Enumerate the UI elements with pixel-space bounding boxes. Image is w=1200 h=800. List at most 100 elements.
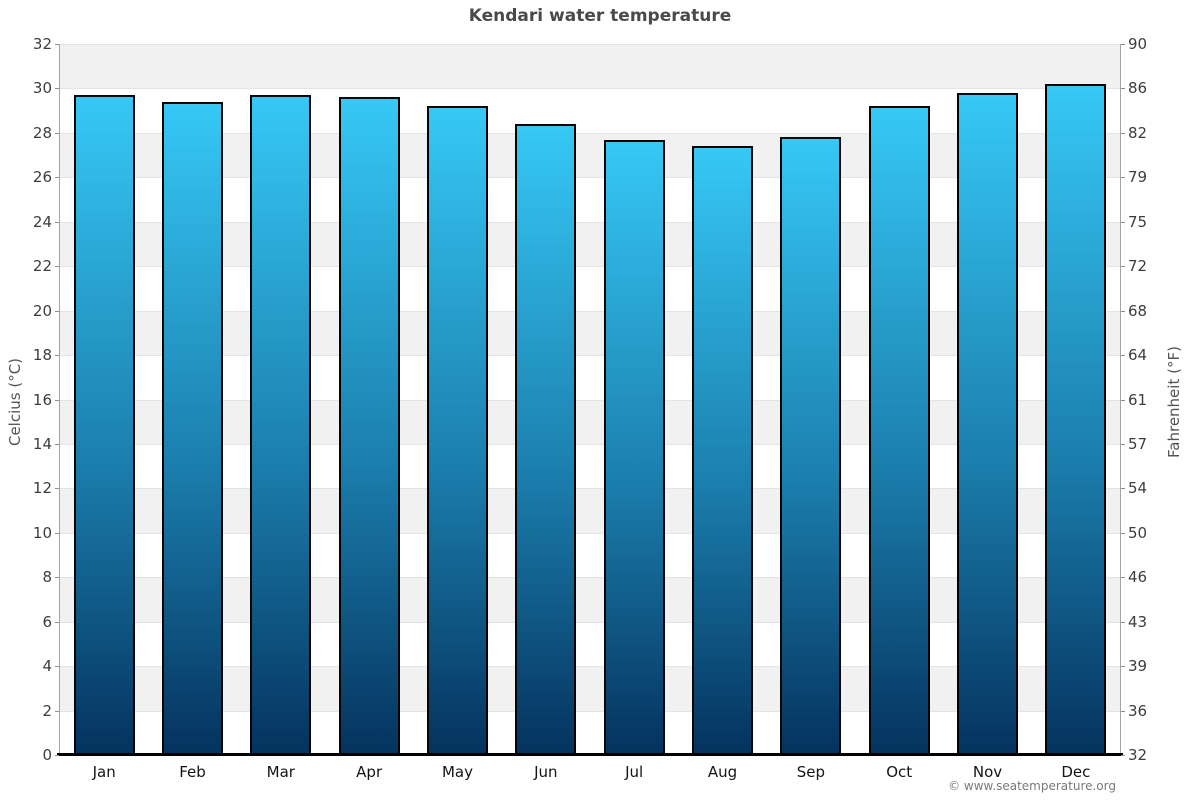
y-tick-mark-right-86 bbox=[1121, 88, 1125, 90]
y-tick-right-72: 72 bbox=[1128, 257, 1148, 276]
y-tick-mark-right-68 bbox=[1121, 310, 1125, 312]
plot-band-18-16 bbox=[60, 355, 1120, 400]
y-tick-left-22: 22 bbox=[32, 257, 52, 276]
y-tick-left-6: 6 bbox=[42, 612, 52, 631]
y-tick-mark-left-4 bbox=[55, 666, 59, 668]
x-label-mar: Mar bbox=[266, 763, 295, 781]
bar-aug bbox=[692, 146, 753, 755]
copyright-text: © www.seatemperature.org bbox=[948, 779, 1116, 793]
y-tick-mark-left-2 bbox=[55, 710, 59, 712]
y-tick-left-12: 12 bbox=[32, 479, 52, 498]
y-tick-right-68: 68 bbox=[1128, 301, 1148, 320]
y-tick-right-61: 61 bbox=[1128, 390, 1148, 409]
y-tick-mark-right-36 bbox=[1121, 710, 1125, 712]
bar-apr bbox=[338, 97, 400, 755]
bar-feb bbox=[162, 101, 223, 755]
plot-band-22-20 bbox=[60, 266, 1120, 311]
x-label-jun: Jun bbox=[534, 763, 558, 781]
y-tick-left-26: 26 bbox=[32, 168, 52, 187]
y-tick-mark-left-28 bbox=[55, 132, 59, 134]
plot-band-10-8 bbox=[60, 532, 1120, 578]
x-label-jan: Jan bbox=[92, 763, 116, 781]
y-tick-right-64: 64 bbox=[1128, 346, 1148, 365]
y-tick-left-14: 14 bbox=[32, 434, 52, 453]
y-tick-mark-right-64 bbox=[1121, 355, 1125, 357]
y-tick-right-50: 50 bbox=[1128, 523, 1148, 542]
bar-oct bbox=[868, 106, 930, 755]
bar-may bbox=[427, 106, 488, 755]
y-tick-mark-left-10 bbox=[55, 532, 59, 534]
y-tick-left-16: 16 bbox=[32, 390, 52, 409]
y-tick-right-57: 57 bbox=[1128, 434, 1148, 453]
y-tick-mark-right-75 bbox=[1121, 221, 1125, 223]
y-tick-mark-left-26 bbox=[55, 177, 59, 179]
y-tick-mark-left-20 bbox=[55, 310, 59, 312]
y-tick-right-90: 90 bbox=[1128, 35, 1148, 53]
y-tick-right-75: 75 bbox=[1128, 212, 1148, 231]
y-tick-right-46: 46 bbox=[1128, 568, 1148, 587]
plot-band-16-14 bbox=[60, 399, 1120, 444]
y-tick-mark-right-72 bbox=[1121, 266, 1125, 268]
plot-band-14-12 bbox=[60, 443, 1120, 489]
plot-band-12-10 bbox=[60, 488, 1120, 533]
y-tick-mark-left-16 bbox=[55, 399, 59, 401]
y-tick-left-24: 24 bbox=[32, 212, 52, 231]
bar-dec bbox=[1045, 84, 1107, 755]
y-tick-mark-right-39 bbox=[1121, 666, 1125, 668]
y-tick-mark-right-82 bbox=[1121, 132, 1125, 134]
y-tick-mark-right-90 bbox=[1121, 44, 1125, 45]
y-tick-right-36: 36 bbox=[1128, 701, 1148, 720]
bar-jun bbox=[515, 124, 577, 755]
y-tick-right-32: 32 bbox=[1128, 746, 1148, 764]
plot-band-6-4 bbox=[60, 621, 1120, 667]
bar-mar bbox=[250, 95, 312, 755]
plot-band-8-6 bbox=[60, 577, 1120, 622]
y-tick-mark-right-54 bbox=[1121, 488, 1125, 490]
y-tick-mark-right-32 bbox=[1121, 755, 1125, 756]
y-tick-mark-left-12 bbox=[55, 488, 59, 490]
y-tick-left-4: 4 bbox=[42, 657, 52, 676]
bar-sep bbox=[780, 137, 842, 755]
plot-band-24-22 bbox=[60, 221, 1120, 267]
plot-band-30-28 bbox=[60, 88, 1120, 133]
y-tick-right-43: 43 bbox=[1128, 612, 1148, 631]
x-label-sep: Sep bbox=[796, 763, 825, 781]
x-label-nov: Nov bbox=[972, 763, 1003, 781]
y-tick-left-0: 0 bbox=[42, 746, 52, 764]
y-tick-left-2: 2 bbox=[42, 701, 52, 720]
y-tick-right-86: 86 bbox=[1128, 79, 1148, 98]
y-tick-mark-left-0 bbox=[55, 755, 59, 756]
x-label-dec: Dec bbox=[1061, 763, 1091, 781]
plot-band-28-26 bbox=[60, 132, 1120, 178]
y-tick-mark-left-22 bbox=[55, 266, 59, 268]
x-label-jul: Jul bbox=[625, 763, 644, 781]
y-tick-mark-right-79 bbox=[1121, 177, 1125, 179]
x-label-may: May bbox=[441, 763, 473, 781]
y-tick-left-20: 20 bbox=[32, 301, 52, 320]
bar-nov bbox=[957, 92, 1018, 755]
plot-band-20-18 bbox=[60, 310, 1120, 356]
y-tick-left-28: 28 bbox=[32, 123, 52, 142]
y-tick-mark-right-43 bbox=[1121, 621, 1125, 623]
plot-band-26-24 bbox=[60, 177, 1120, 222]
y-tick-mark-left-24 bbox=[55, 221, 59, 223]
y-tick-right-82: 82 bbox=[1128, 123, 1148, 142]
x-label-feb: Feb bbox=[179, 763, 206, 781]
y-tick-right-54: 54 bbox=[1128, 479, 1148, 498]
x-axis-line bbox=[57, 753, 1123, 756]
y-tick-mark-right-61 bbox=[1121, 399, 1125, 401]
y-tick-left-32: 32 bbox=[32, 35, 52, 53]
y-tick-mark-right-50 bbox=[1121, 532, 1125, 534]
y-tick-left-30: 30 bbox=[32, 79, 52, 98]
y-tick-mark-left-30 bbox=[55, 88, 59, 90]
plot-band-32-30 bbox=[60, 44, 1120, 89]
y-tick-left-18: 18 bbox=[32, 346, 52, 365]
plot-area bbox=[59, 44, 1121, 755]
bar-jul bbox=[603, 139, 665, 755]
y-tick-mark-left-6 bbox=[55, 621, 59, 623]
x-label-aug: Aug bbox=[707, 763, 738, 781]
x-label-apr: Apr bbox=[356, 763, 383, 781]
plot-band-4-2 bbox=[60, 666, 1120, 711]
y-tick-left-10: 10 bbox=[32, 523, 52, 542]
